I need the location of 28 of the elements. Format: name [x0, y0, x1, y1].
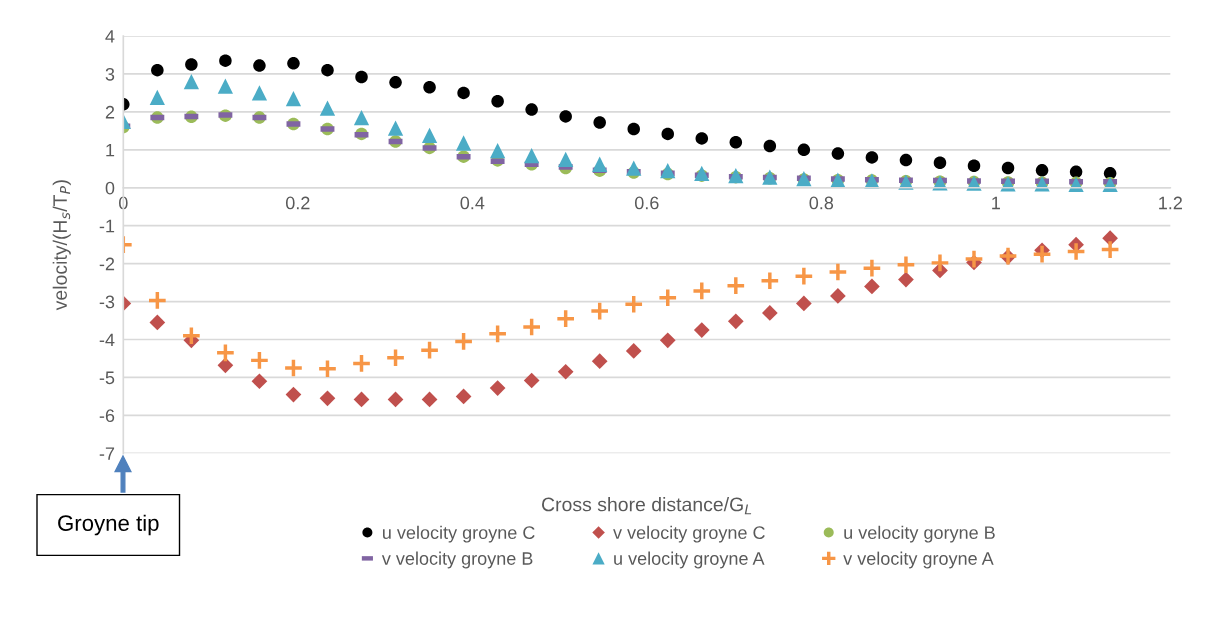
- y-tick-label: 0: [105, 181, 115, 195]
- y-tick-label: -5: [99, 371, 115, 385]
- y-tick-label: -1: [99, 219, 115, 233]
- x-tick-label: 1.2: [1159, 196, 1182, 210]
- legend-label: v velocity groyne B: [381, 551, 533, 569]
- y-tick-label: 4: [105, 30, 115, 43]
- legend-label: v velocity groyne C: [613, 525, 765, 543]
- x-tick-label: 0.8: [809, 196, 834, 210]
- x-axis-title: Cross shore distance/G$_{L}$: [542, 497, 752, 515]
- y-tick-label: 2: [105, 105, 115, 119]
- x-tick-label: 1: [992, 196, 1000, 210]
- y-tick-label: -6: [99, 409, 115, 423]
- x-tick-label: 0: [119, 196, 128, 210]
- legend-label: v velocity groyne A: [843, 551, 994, 569]
- x-tick-label: 0.2: [285, 196, 310, 210]
- legend-label: u velocity groyne C: [383, 525, 535, 543]
- y-tick-label: 3: [105, 67, 115, 81]
- legend-label: u velocity groyne A: [614, 551, 765, 569]
- text: Groyne tip: [58, 514, 159, 536]
- y-tick-label: 1: [106, 143, 115, 157]
- x-tick-label: 0.4: [460, 196, 485, 210]
- x-tick-label: 0.6: [634, 196, 659, 210]
- y-tick-label: -3: [99, 295, 115, 309]
- legend-label: u velocity goryne B: [844, 525, 995, 543]
- y-tick-label: -4: [99, 333, 115, 347]
- y-tick-label: -2: [99, 257, 115, 271]
- y-axis-title: velocity/(H$_{s}$/T$_{P}$): [52, 180, 71, 311]
- y-tick-label: -7: [99, 447, 115, 460]
